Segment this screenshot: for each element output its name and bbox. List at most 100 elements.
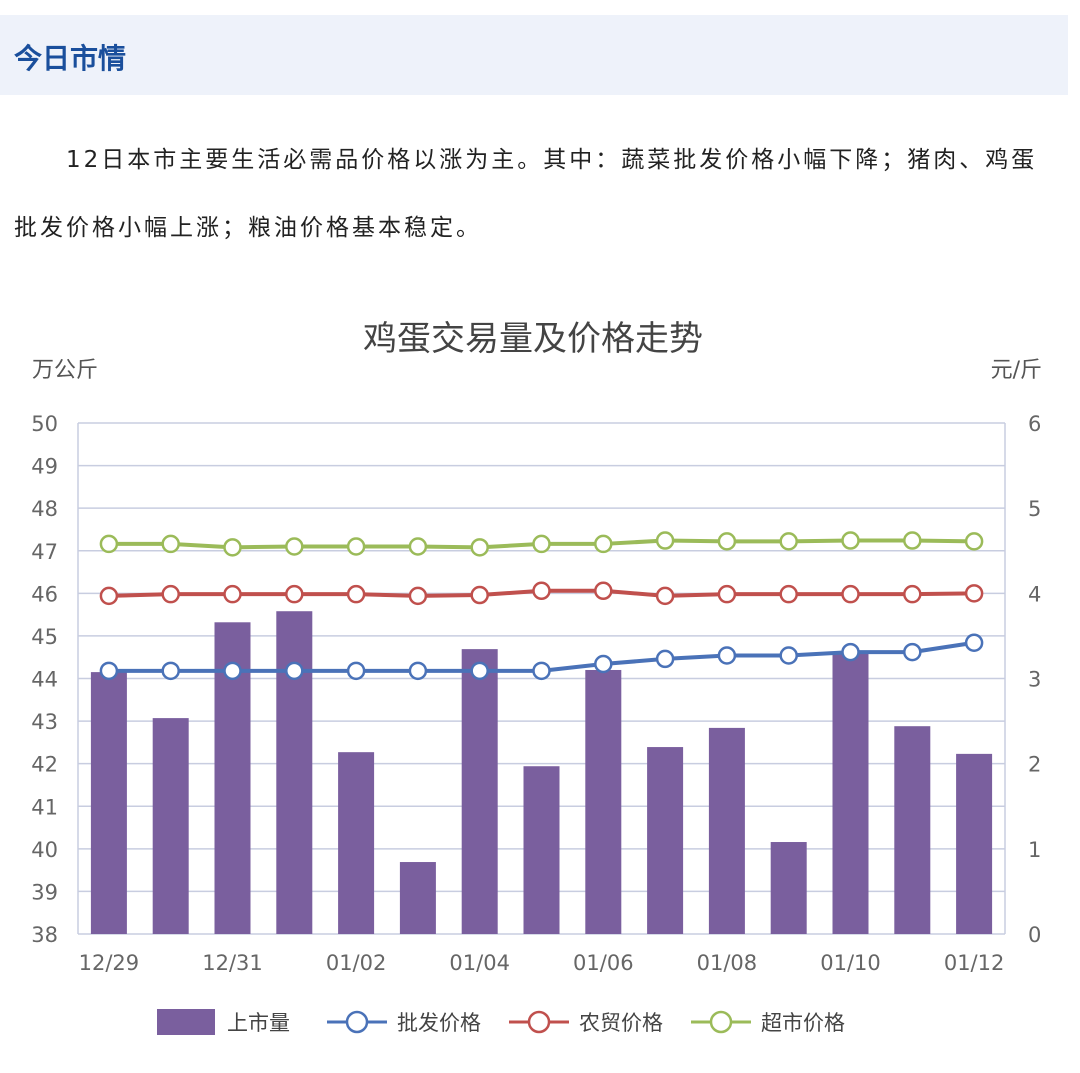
legend-label: 超市价格 — [761, 1011, 845, 1035]
x-tick-label: 01/10 — [820, 951, 881, 975]
point-1-12/30 — [161, 661, 180, 681]
bar-01/12 — [956, 753, 993, 934]
right-tick-label: 0 — [1028, 923, 1041, 947]
egg-chart: 鸡蛋交易量及价格走势 万公斤 元/斤 383940414243444546474… — [31, 319, 1042, 1035]
point-3-12/30 — [161, 534, 180, 554]
left-tick-label: 39 — [31, 880, 58, 904]
x-tick-label: 01/04 — [449, 951, 510, 975]
bar-01/04 — [461, 649, 498, 934]
point-2-01/07 — [655, 586, 675, 606]
bar-01/11 — [894, 726, 931, 934]
x-tick-label: 01/06 — [573, 951, 634, 975]
point-2-01/05 — [532, 581, 551, 601]
legend-marker — [345, 1010, 369, 1034]
point-1-01/02 — [346, 661, 366, 681]
bar-12/29 — [90, 672, 127, 934]
point-2-01/10 — [841, 584, 860, 604]
right-axis-unit: 元/斤 — [991, 358, 1042, 383]
point-3-01/10 — [841, 531, 860, 550]
point-1-01/10 — [841, 642, 860, 662]
left-tick-label: 40 — [31, 838, 58, 862]
point-2-12/29 — [99, 586, 119, 606]
summary-line-1: 12日本市主要生活必需品价格以涨为主。其中：蔬菜批发价格小幅下降；猪肉、鸡蛋 — [66, 147, 1038, 173]
left-tick-label: 42 — [31, 753, 58, 777]
point-1-01/08 — [717, 646, 737, 665]
point-2-01/11 — [903, 584, 922, 604]
point-1-01/04 — [470, 661, 489, 681]
x-tick-label: 01/02 — [326, 951, 387, 975]
point-2-12/31 — [223, 584, 242, 604]
x-tick-label: 01/08 — [697, 951, 758, 975]
legend-swatch-bar — [157, 1009, 215, 1035]
point-2-01/04 — [470, 585, 489, 605]
right-tick-label: 5 — [1028, 497, 1041, 521]
right-tick-label: 4 — [1028, 582, 1041, 606]
point-2-01/03 — [408, 586, 428, 606]
section-title: 今日市情 — [14, 42, 127, 75]
point-1-01/05 — [532, 661, 551, 681]
left-tick-label: 43 — [31, 710, 58, 734]
point-1-01/09 — [779, 646, 798, 665]
bar-01/09 — [770, 842, 807, 934]
point-1-12/31 — [223, 661, 242, 681]
bar-01/01 — [276, 611, 313, 934]
bar-01/05 — [523, 766, 560, 934]
bar-01/06 — [585, 669, 622, 934]
point-3-01/05 — [532, 534, 551, 554]
legend-marker — [709, 1010, 733, 1034]
legend-marker — [527, 1010, 551, 1034]
left-tick-label: 50 — [31, 412, 58, 436]
legend-label: 农贸价格 — [579, 1011, 663, 1035]
bar-01/10 — [832, 652, 869, 934]
bar-12/30 — [152, 718, 189, 934]
x-tick-label: 01/12 — [944, 951, 1005, 975]
point-2-12/30 — [161, 584, 180, 604]
left-tick-label: 49 — [31, 455, 58, 479]
bar-01/03 — [399, 862, 436, 934]
point-3-01/07 — [655, 531, 675, 550]
left-tick-label: 45 — [31, 625, 58, 649]
point-3-01/11 — [903, 531, 922, 550]
point-3-01/03 — [408, 537, 428, 556]
point-1-01/03 — [408, 661, 428, 681]
point-3-01/01 — [285, 537, 304, 556]
point-1-01/11 — [903, 642, 922, 662]
bar-01/08 — [708, 727, 745, 934]
right-tick-label: 1 — [1028, 838, 1041, 862]
point-1-12/29 — [99, 661, 119, 681]
section-header: 今日市情 — [0, 15, 1068, 95]
point-2-01/12 — [964, 584, 984, 603]
left-tick-label: 47 — [31, 540, 58, 564]
point-3-01/12 — [964, 532, 984, 551]
point-1-01/12 — [964, 633, 984, 652]
point-2-01/06 — [594, 581, 613, 601]
point-3-01/06 — [594, 534, 613, 554]
point-3-01/02 — [346, 537, 366, 556]
point-2-01/02 — [346, 584, 366, 604]
point-1-01/06 — [594, 654, 613, 674]
legend-label: 批发价格 — [397, 1011, 481, 1035]
right-tick-label: 2 — [1028, 753, 1041, 777]
point-3-01/08 — [717, 532, 737, 551]
point-3-01/04 — [470, 538, 489, 557]
right-tick-label: 3 — [1028, 668, 1041, 692]
x-tick-label: 12/31 — [202, 951, 263, 975]
point-1-01/07 — [655, 649, 675, 669]
chart-title: 鸡蛋交易量及价格走势 — [363, 319, 703, 359]
point-2-01/08 — [717, 584, 737, 604]
point-3-12/29 — [99, 534, 119, 554]
left-tick-label: 41 — [31, 795, 58, 819]
bar-01/07 — [647, 747, 684, 934]
bar-01/02 — [338, 752, 375, 934]
left-tick-label: 44 — [31, 668, 58, 692]
point-2-01/01 — [285, 584, 304, 604]
left-tick-label: 38 — [31, 923, 58, 947]
point-3-12/31 — [223, 538, 242, 557]
left-axis-unit: 万公斤 — [32, 358, 98, 383]
right-tick-label: 6 — [1028, 412, 1041, 436]
point-1-01/01 — [285, 661, 304, 681]
point-3-01/09 — [779, 532, 798, 551]
point-2-01/09 — [779, 584, 798, 604]
summary-paragraph: 12日本市主要生活必需品价格以涨为主。其中：蔬菜批发价格小幅下降；猪肉、鸡蛋 批… — [14, 126, 1074, 262]
x-tick-label: 12/29 — [79, 951, 140, 975]
